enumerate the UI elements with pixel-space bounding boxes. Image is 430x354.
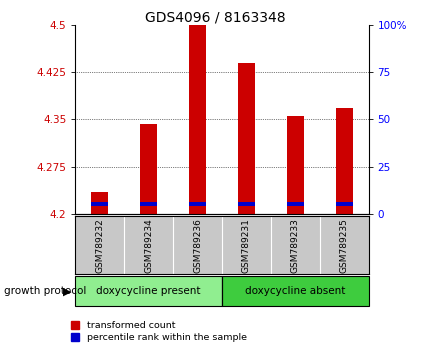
Text: GSM789232: GSM789232 <box>95 218 104 273</box>
Bar <box>140 124 157 214</box>
Text: doxycycline absent: doxycycline absent <box>245 286 344 296</box>
Text: GSM789233: GSM789233 <box>290 218 299 273</box>
Text: GSM789236: GSM789236 <box>193 218 202 273</box>
Bar <box>140 202 157 206</box>
Text: GSM789231: GSM789231 <box>241 218 250 273</box>
Bar <box>335 108 352 214</box>
Bar <box>75 276 221 306</box>
Bar <box>91 192 108 214</box>
Bar <box>221 276 368 306</box>
Text: GSM789235: GSM789235 <box>339 218 348 273</box>
Bar <box>237 63 254 214</box>
Bar <box>91 202 108 206</box>
Bar <box>188 202 206 206</box>
Text: growth protocol: growth protocol <box>4 286 86 296</box>
Bar <box>237 202 254 206</box>
Text: ▶: ▶ <box>62 286 71 296</box>
Legend: transformed count, percentile rank within the sample: transformed count, percentile rank withi… <box>67 317 250 346</box>
Text: GSM789234: GSM789234 <box>144 218 153 273</box>
Bar <box>286 116 303 214</box>
Bar <box>286 202 303 206</box>
Bar <box>335 202 352 206</box>
Bar <box>188 25 206 214</box>
Text: doxycycline present: doxycycline present <box>96 286 200 296</box>
Text: GDS4096 / 8163348: GDS4096 / 8163348 <box>145 11 285 25</box>
